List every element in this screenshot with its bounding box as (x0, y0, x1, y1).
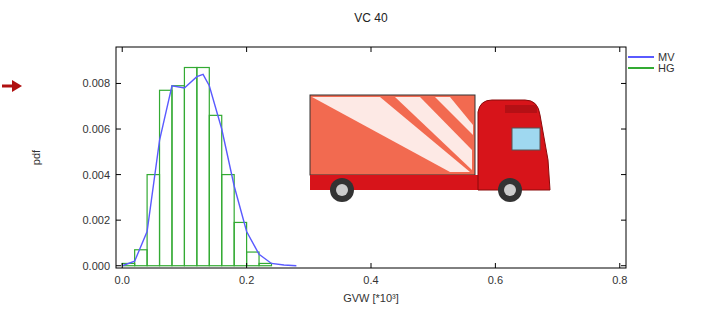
chart: VC 40 0.0 0.2 0.4 0.6 0.8 0.000 0.002 0.004 0.006… (0, 0, 723, 329)
plot-area (122, 68, 296, 266)
x-tick-label: 0.4 (363, 274, 378, 286)
pdf-line (122, 74, 296, 265)
x-tick-label: 0.0 (115, 274, 130, 286)
hist-bar (172, 86, 184, 266)
x-tick (122, 263, 123, 268)
x-axis-title: GVW [*10³] (343, 292, 399, 304)
y-tick (116, 174, 121, 175)
legend-label: HG (658, 62, 675, 74)
frame (116, 47, 626, 268)
hist-bar (259, 263, 271, 265)
y-tick (116, 220, 121, 221)
y-tick (116, 83, 121, 84)
y-tick-label: 0.004 (82, 169, 110, 181)
y-tick-label: 0.006 (82, 123, 110, 135)
x-tick-label: 0.2 (239, 274, 254, 286)
x-tick-top (619, 47, 620, 52)
x-tick (371, 263, 372, 268)
hist-bar (247, 252, 259, 266)
hist-bar (197, 68, 209, 266)
hist-bar (222, 175, 234, 266)
x-tick (246, 263, 247, 268)
y-tick (116, 265, 121, 266)
title: VC 40 (354, 11, 388, 25)
legend-swatch (628, 67, 654, 69)
x-tick-label: 0.8 (612, 274, 627, 286)
y-tick-label: 0.000 (82, 260, 110, 272)
y-tick-right (621, 265, 626, 266)
x-tick-top (495, 47, 496, 52)
y-tick-right (621, 220, 626, 221)
y-tick-label: 0.002 (82, 214, 110, 226)
hist-bar (160, 90, 172, 265)
arrow-head (12, 80, 22, 92)
y-axis-title: pdf (30, 149, 42, 165)
x-tick (495, 263, 496, 268)
legend-swatch (628, 56, 654, 58)
x-tick-top (246, 47, 247, 52)
y-tick-right (621, 174, 626, 175)
y-tick (116, 129, 121, 130)
hist-bar (209, 115, 221, 265)
truck-illustration (310, 95, 550, 202)
x-tick (619, 263, 620, 268)
y-tick-right (621, 129, 626, 130)
x-tick-label: 0.6 (488, 274, 503, 286)
hist-bar (184, 68, 196, 266)
y-tick-right (621, 83, 626, 84)
x-tick-top (122, 47, 123, 52)
x-tick-top (371, 47, 372, 52)
hist-bar (234, 222, 246, 265)
y-tick-label: 0.008 (82, 77, 110, 89)
